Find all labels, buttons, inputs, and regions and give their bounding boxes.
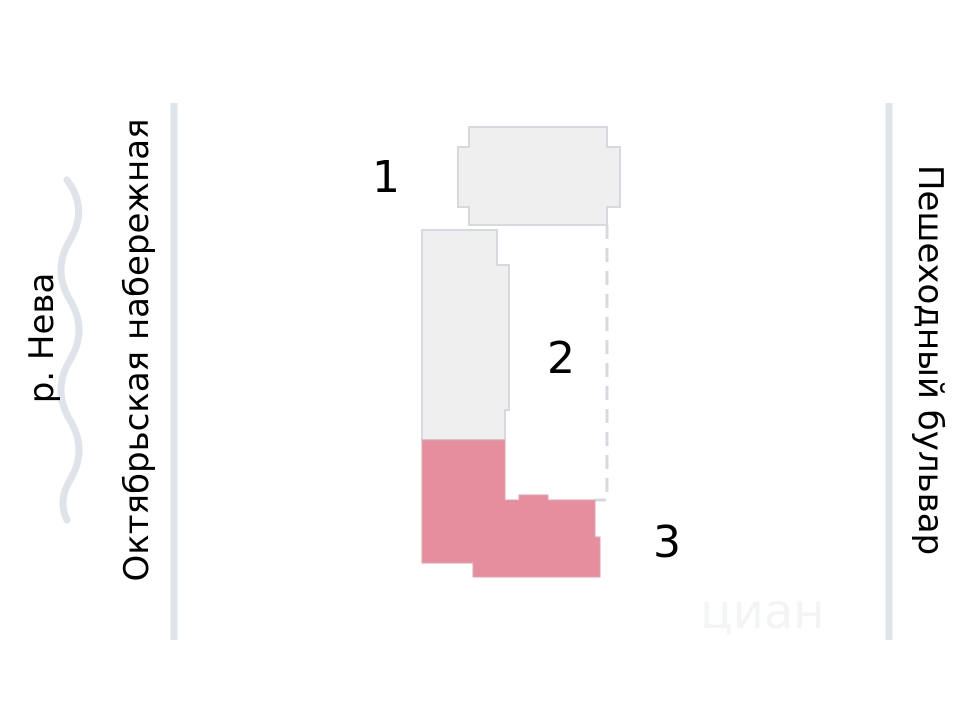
boulevard-label: Пешеходный бульвар bbox=[910, 165, 950, 555]
embankment-label: Октябрьская набережная bbox=[117, 118, 157, 581]
building-number-3: 3 bbox=[653, 517, 681, 568]
building-1[interactable] bbox=[457, 126, 621, 226]
building-2[interactable] bbox=[421, 229, 510, 441]
building-3-highlighted[interactable] bbox=[421, 439, 601, 578]
cian-watermark: циан bbox=[700, 584, 825, 640]
river-wave bbox=[57, 176, 83, 524]
river-label: р. Нева bbox=[22, 273, 62, 404]
building-number-2: 2 bbox=[547, 333, 575, 384]
building-number-1: 1 bbox=[372, 152, 400, 203]
building-2-dashed-outline bbox=[595, 225, 609, 502]
